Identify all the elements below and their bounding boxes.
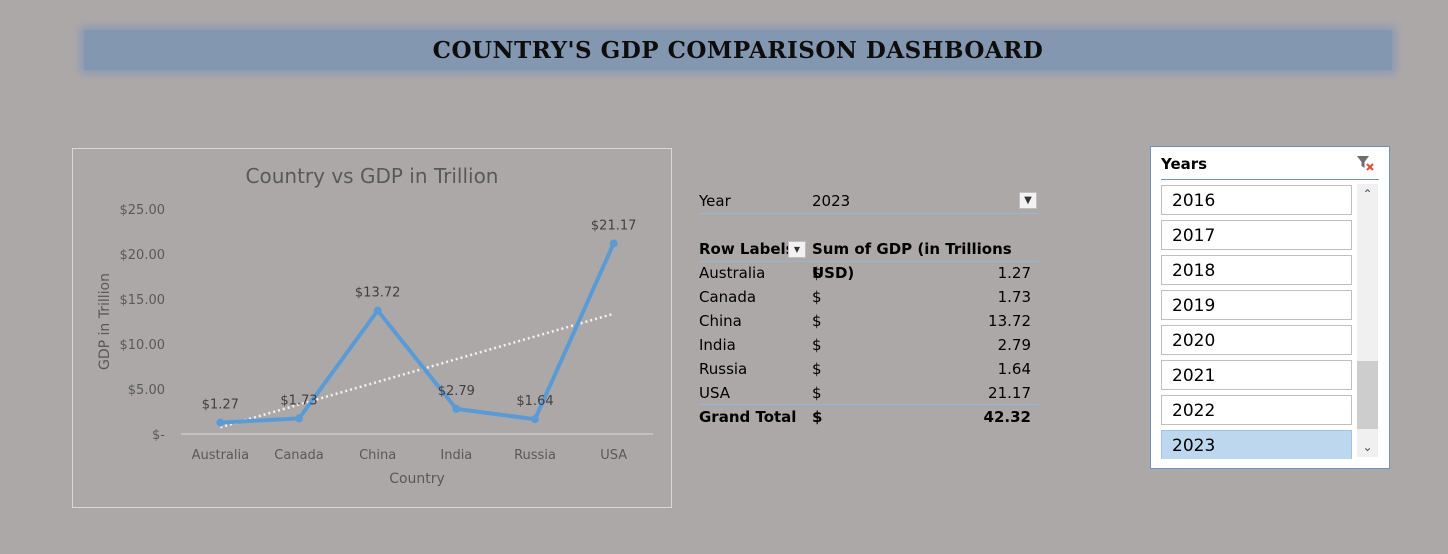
pivot-row-label: Australia [699,264,766,282]
data-point [531,415,539,424]
pivot-row-label: Russia [699,360,748,378]
data-point [373,306,382,315]
x-tick-label: Australia [192,448,250,463]
slicer-divider [1161,179,1379,180]
dashboard-title: COUNTRY'S GDP COMPARISON DASHBOARD [432,37,1044,64]
grand-total-row: Grand Total $ 42.32 [699,405,1031,429]
x-tick-label: Canada [274,448,323,463]
row-labels-dropdown-icon[interactable]: ▼ [788,241,806,258]
pivot-row-value: 21.17 [988,384,1031,402]
grand-total-value: 42.32 [983,408,1031,426]
pivot-row: India $2.79 [699,333,1031,357]
slicer-item-2016[interactable]: 2016 [1161,185,1352,215]
slicer-item-2022[interactable]: 2022 [1161,395,1352,425]
data-label: $1.73 [280,393,317,408]
pivot-row-value: 2.79 [997,336,1031,354]
scrollbar-thumb[interactable] [1357,361,1378,429]
data-label: $1.64 [516,394,553,409]
x-tick-label: Russia [514,448,556,463]
x-axis-label: Country [389,471,445,487]
pivot-row-value: 1.64 [997,360,1031,378]
pivot-row-currency: $ [812,288,822,306]
slicer-title: Years [1161,155,1208,173]
pivot-row-currency: $ [812,360,822,378]
pivot-row-currency: $ [812,384,822,402]
pivot-row: USA $21.17 [699,381,1031,405]
slicer-item-2023[interactable]: 2023 [1161,430,1352,459]
pivot-row: Canada $1.73 [699,285,1031,309]
data-label: $1.27 [202,398,239,413]
header-divider [699,261,1039,262]
pivot-row: Australia $1.27 [699,261,1031,285]
data-label: $2.79 [438,384,475,399]
x-tick-label: China [359,448,396,463]
y-tick-label: $10.00 [120,338,166,353]
pivot-filter-row: Year 2023 ▼ [699,189,1037,213]
series-line [220,242,616,425]
pivot-row-label: Canada [699,288,757,306]
pivot-row-label: India [699,336,736,354]
data-label: $21.17 [591,218,637,233]
trendline [219,312,615,429]
slicer-item-2019[interactable]: 2019 [1161,290,1352,320]
row-labels-header: Row Labels [699,240,795,258]
x-tick-label: India [440,448,472,463]
slicer-item-2018[interactable]: 2018 [1161,255,1352,285]
y-axis-label: GDP in Trillion [97,273,113,370]
gdp-line-chart[interactable]: Country vs GDP in Trillion $- $5.00 $10.00 $… [72,148,672,508]
pivot-row: Russia $1.64 [699,357,1031,381]
y-tick-label: $20.00 [120,248,166,263]
filter-funnel-icon[interactable]: ▼ [1019,192,1037,209]
slicer-item-2020[interactable]: 2020 [1161,325,1352,355]
grand-total-label: Grand Total [699,408,797,426]
pivot-row: China $13.72 [699,309,1031,333]
slicer-item-2017[interactable]: 2017 [1161,220,1352,250]
pivot-row-label: China [699,312,742,330]
y-tick-label: $- [152,428,165,443]
chart-title: Country vs GDP in Trillion [246,164,499,188]
pivot-row-currency: $ [812,264,822,282]
clear-filter-icon[interactable] [1355,153,1375,173]
pivot-row-currency: $ [812,312,822,330]
y-tick-label: $25.00 [120,203,166,218]
data-point [609,239,618,248]
title-banner: COUNTRY'S GDP COMPARISON DASHBOARD [84,30,1392,70]
slicer-scrollbar[interactable]: ⌃ ⌄ [1357,184,1378,457]
data-point [295,414,303,423]
pivot-row-value: 13.72 [988,312,1031,330]
slicer-item-list: 2016 2017 2018 2019 2020 2021 2022 2023 [1151,183,1357,459]
filter-label: Year [699,192,731,210]
pivot-row-label: USA [699,384,731,402]
pivot-row-value: 1.73 [997,288,1031,306]
filter-value: 2023 [812,192,851,210]
x-tick-label: USA [600,448,627,463]
pivot-header-row: Row Labels ▼ Sum of GDP (in Trillions US… [699,237,1031,282]
y-tick-label: $15.00 [120,293,166,308]
filter-divider [699,213,1039,214]
years-slicer[interactable]: Years 2016 2017 2018 2019 2020 2021 2022 2023 ⌃… [1150,146,1390,469]
scroll-down-chevron-icon[interactable]: ⌄ [1362,440,1373,454]
slicer-item-2021[interactable]: 2021 [1161,360,1352,390]
scroll-up-chevron-icon[interactable]: ⌃ [1362,187,1373,201]
chart-svg: Country vs GDP in Trillion $- $5.00 $10.00 $… [97,164,653,487]
grand-total-currency: $ [812,408,823,426]
y-tick-label: $5.00 [128,383,165,398]
total-divider [699,404,1039,405]
data-label: $13.72 [355,286,401,301]
pivot-row-currency: $ [812,336,822,354]
pivot-row-value: 1.27 [997,264,1031,282]
data-point [452,404,461,413]
data-point [216,418,225,427]
value-header: Sum of GDP (in Trillions USD) [812,240,1012,282]
